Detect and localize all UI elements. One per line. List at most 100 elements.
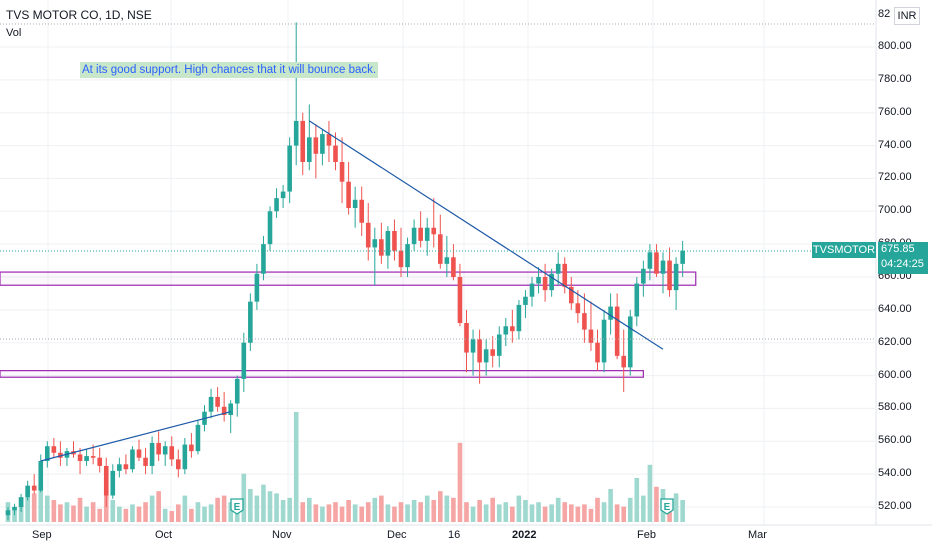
volume-bar [496, 504, 502, 522]
volume-bar [523, 500, 528, 522]
candle-body [536, 277, 541, 284]
symbol-badge: TVSMOTOR [812, 242, 876, 258]
y-tick-label: 760.00 [878, 105, 912, 118]
volume-bar [143, 502, 148, 522]
candle-body [654, 252, 659, 274]
volume-bar [254, 495, 260, 522]
annotation-note[interactable]: At its good support. High chances that i… [80, 62, 379, 78]
y-tick-label: 720.00 [878, 171, 912, 184]
volume-bar [51, 500, 57, 522]
candle-body [457, 277, 463, 323]
candle-body [77, 454, 83, 461]
candle-body [647, 252, 653, 269]
volume-bar [97, 508, 102, 522]
volume-bar [333, 502, 338, 522]
volume-bar [352, 504, 358, 522]
earnings-event-icon[interactable]: E [660, 498, 674, 515]
y-tick-label: 600.00 [878, 368, 912, 381]
candle [293, 22, 299, 166]
candle-body [569, 286, 574, 304]
candle [595, 329, 600, 371]
currency-button[interactable]: INR [894, 7, 920, 25]
candle [680, 240, 685, 277]
volume-bar [575, 506, 581, 522]
candle-body [379, 239, 384, 256]
candle [123, 454, 129, 475]
volume-bar [549, 504, 554, 522]
candle [562, 257, 568, 294]
candle-body [555, 263, 561, 274]
volume-bar [647, 464, 653, 522]
volume-bar [470, 506, 476, 522]
candle [169, 436, 175, 466]
candle [136, 439, 142, 461]
volume-bar [510, 506, 515, 522]
candle [588, 301, 594, 351]
candle-body [313, 137, 319, 154]
candle [457, 263, 463, 327]
candle [582, 293, 587, 343]
candle [300, 112, 306, 176]
candle-body [5, 510, 11, 516]
candle-body [215, 396, 220, 407]
candle-body [405, 244, 410, 268]
candle-body [444, 257, 450, 264]
earnings-event-icon[interactable]: E [230, 498, 244, 515]
trendline[interactable] [308, 120, 664, 350]
volume-bar [379, 495, 384, 522]
volume-bar [156, 491, 161, 522]
candle [608, 293, 613, 335]
volume-bar [608, 489, 613, 522]
candle-body [352, 199, 358, 208]
candle-body [208, 396, 214, 412]
candle-body [424, 227, 430, 241]
candle-body [470, 339, 476, 353]
volume-bar [162, 508, 168, 522]
y-tick-label: 580.00 [878, 401, 912, 414]
candle [424, 217, 430, 256]
candle [483, 339, 489, 376]
candle-body [372, 239, 378, 248]
volume-bar [261, 484, 266, 522]
volume-bar [595, 497, 600, 522]
candle-body [496, 334, 502, 356]
candle-body [398, 250, 404, 268]
volume-bar [641, 495, 646, 522]
y-tick-label: 540.00 [878, 467, 912, 480]
volume-bar [359, 506, 364, 522]
volume-bar [372, 497, 378, 522]
x-tick-label: Dec [387, 529, 407, 541]
volume-bar [221, 495, 227, 522]
candle [18, 493, 24, 512]
candle-body [110, 470, 116, 496]
volume-bar [339, 506, 345, 522]
y-tick-label: 700.00 [878, 204, 912, 217]
candle [601, 309, 607, 373]
support-zone[interactable] [0, 370, 644, 378]
candle-body [510, 326, 515, 332]
candle-body [274, 198, 279, 212]
candle [379, 222, 384, 264]
candle-body [529, 283, 535, 297]
support-zone[interactable] [0, 271, 697, 286]
candle-body [575, 303, 581, 314]
volume-bar [215, 497, 220, 522]
candle-body [248, 301, 253, 343]
volume-bar [614, 504, 620, 522]
candle [614, 293, 620, 360]
candle [333, 132, 338, 171]
volume-bar [444, 495, 450, 522]
candle [555, 252, 561, 286]
candle [280, 185, 286, 208]
volume-bar [208, 504, 214, 522]
candle [215, 387, 220, 412]
trendline[interactable] [40, 411, 231, 462]
y-tick-label: 560.00 [878, 434, 912, 447]
candle [503, 318, 509, 346]
candle [569, 277, 574, 310]
candle-body [359, 199, 364, 223]
candle [477, 329, 482, 384]
candle [320, 129, 325, 166]
bar-countdown: 04:24:25 [881, 258, 924, 270]
